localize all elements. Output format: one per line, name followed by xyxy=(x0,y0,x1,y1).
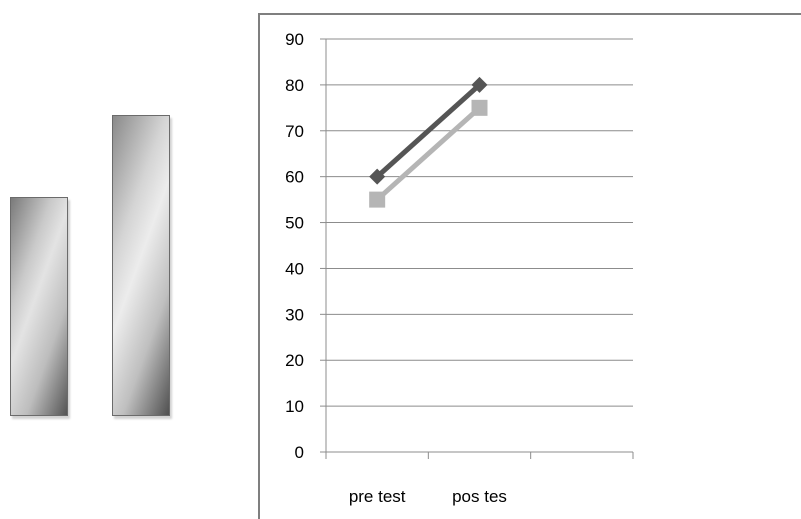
y-tick-label: 30 xyxy=(285,305,304,324)
y-tick-label: 60 xyxy=(285,168,304,187)
series-2-line xyxy=(375,105,482,202)
y-tick-label: 40 xyxy=(285,259,304,278)
chart-frame xyxy=(258,13,801,519)
series-1-point-2 xyxy=(471,76,488,93)
y-tick-label: 20 xyxy=(285,351,304,370)
axes xyxy=(320,38,634,459)
series-layer xyxy=(369,76,488,208)
series-2-point-2 xyxy=(471,99,488,116)
y-tick-label: 80 xyxy=(285,76,304,95)
x-tick-labels: pre test pos tes xyxy=(349,487,507,506)
decorative-bar-right xyxy=(112,115,170,416)
x-tick-label: pos tes xyxy=(452,487,507,506)
y-tick-label: 0 xyxy=(295,443,304,462)
y-tick-label: 10 xyxy=(285,397,304,416)
y-tick-label: 70 xyxy=(285,122,304,141)
y-tick-label: 50 xyxy=(285,214,304,233)
y-tick-label: 90 xyxy=(285,30,304,49)
x-tick-label: pre test xyxy=(349,487,406,506)
series-1-point-1 xyxy=(369,168,386,185)
decorative-bar-left xyxy=(10,197,68,416)
series-1-line xyxy=(375,83,482,179)
gridlines xyxy=(326,38,633,407)
y-tick-labels: 0 10 20 30 40 50 60 70 80 90 xyxy=(285,30,304,462)
series-2-point-1 xyxy=(369,191,386,208)
